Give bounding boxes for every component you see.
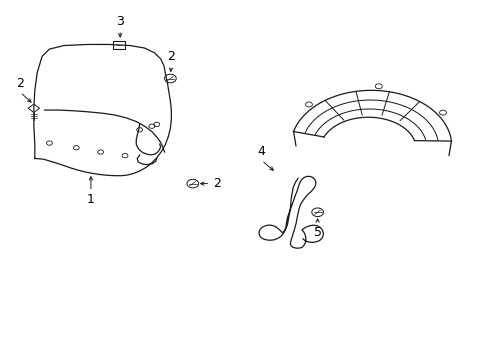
Text: 2: 2 — [16, 77, 24, 90]
Text: 3: 3 — [116, 15, 124, 28]
Text: 4: 4 — [257, 145, 265, 158]
Text: 2: 2 — [212, 177, 220, 190]
Text: 5: 5 — [313, 226, 321, 239]
Text: 1: 1 — [87, 193, 95, 206]
Text: 2: 2 — [167, 50, 175, 63]
Bar — [113, 41, 124, 49]
